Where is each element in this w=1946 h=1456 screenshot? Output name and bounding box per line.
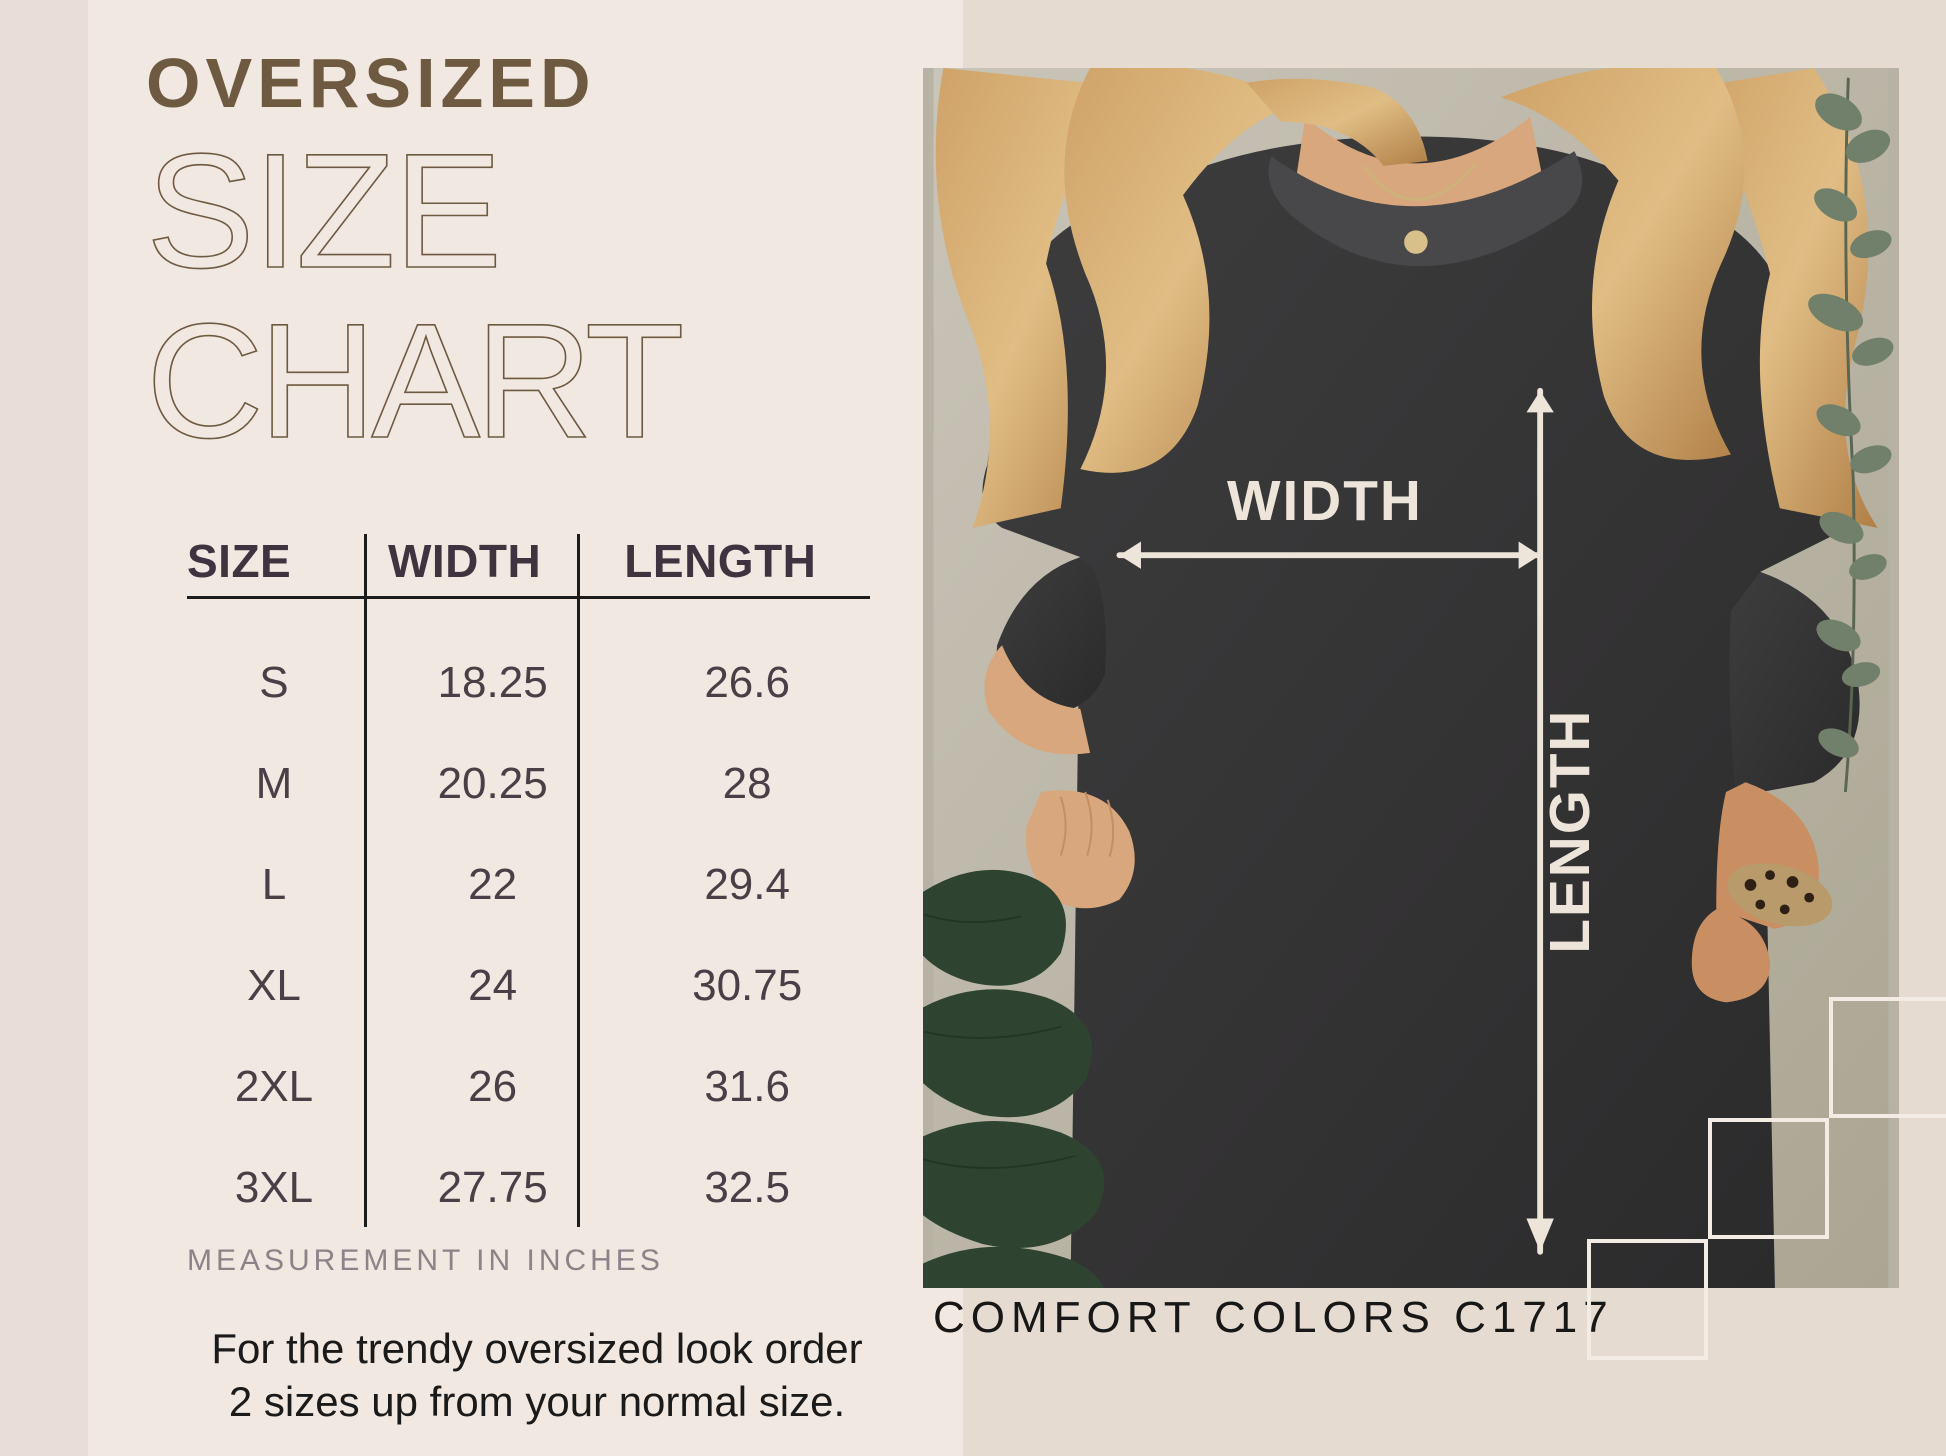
svg-text:LENGTH: LENGTH — [1539, 709, 1602, 954]
svg-text:WIDTH: WIDTH — [1227, 470, 1423, 533]
